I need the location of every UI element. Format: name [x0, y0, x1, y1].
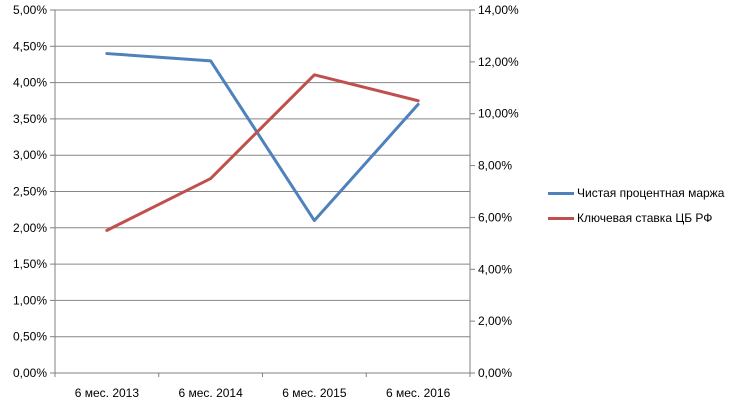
right-axis-tick-label: 10,00%	[478, 107, 519, 121]
x-axis-category-label: 6 мес. 2013	[75, 386, 140, 400]
x-axis-category-label: 6 мес. 2016	[386, 386, 451, 400]
right-axis-tick-label: 2,00%	[478, 314, 512, 328]
series-line-0	[105, 52, 420, 223]
left-axis-tick-label: 2,00%	[13, 221, 47, 235]
left-axis-tick-label: 1,00%	[13, 293, 47, 307]
right-axis-tick-label: 12,00%	[478, 55, 519, 69]
left-axis-tick-label: 0,00%	[13, 366, 47, 380]
left-axis-tick-label: 4,00%	[13, 76, 47, 90]
left-axis-tick-label: 1,50%	[13, 257, 47, 271]
right-axis-tick-label: 0,00%	[478, 366, 512, 380]
legend-line-swatch-blue	[548, 191, 574, 195]
right-axis-tick-label: 14,00%	[478, 3, 519, 17]
legend-item-net-interest-margin: Чистая процентная маржа	[548, 185, 724, 201]
right-axis-tick-label: 8,00%	[478, 159, 512, 173]
left-axis-tick-label: 3,50%	[13, 112, 47, 126]
left-axis-tick-label: 5,00%	[13, 3, 47, 17]
left-axis-tick-label: 3,00%	[13, 148, 47, 162]
x-axis-category-label: 6 мес. 2014	[178, 386, 243, 400]
chart-legend: Чистая процентная маржа Ключевая ставка …	[548, 185, 724, 226]
legend-line-swatch-red	[548, 216, 574, 220]
left-axis-tick-label: 0,50%	[13, 330, 47, 344]
series-line-1	[105, 73, 420, 232]
right-axis-tick-label: 4,00%	[478, 262, 512, 276]
legend-item-key-rate: Ключевая ставка ЦБ РФ	[548, 210, 724, 226]
legend-label: Ключевая ставка ЦБ РФ	[577, 211, 713, 225]
left-axis-tick-label: 2,50%	[13, 185, 47, 199]
left-axis-tick-label: 4,50%	[13, 39, 47, 53]
x-axis-category-label: 6 мес. 2015	[282, 386, 347, 400]
legend-label: Чистая процентная маржа	[577, 186, 725, 200]
right-axis-tick-label: 6,00%	[478, 210, 512, 224]
